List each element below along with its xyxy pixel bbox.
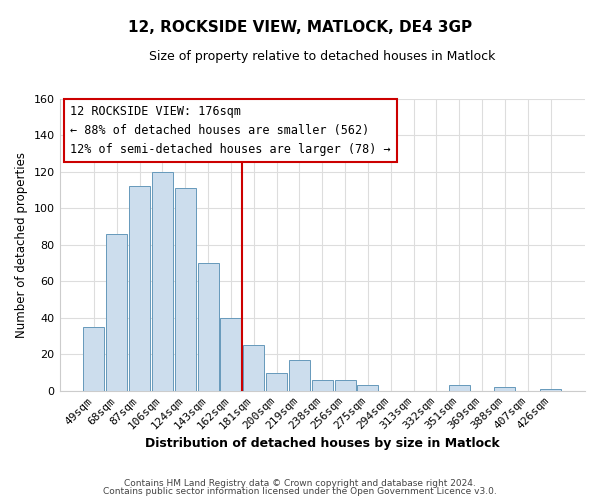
- Title: Size of property relative to detached houses in Matlock: Size of property relative to detached ho…: [149, 50, 496, 63]
- Bar: [129, 186, 150, 391]
- Bar: [289, 360, 310, 391]
- Bar: [152, 172, 173, 391]
- Bar: [220, 318, 241, 391]
- Bar: [335, 380, 356, 391]
- Bar: [83, 327, 104, 391]
- Bar: [175, 188, 196, 391]
- Bar: [540, 389, 561, 391]
- Bar: [312, 380, 333, 391]
- Bar: [243, 346, 264, 391]
- Text: Contains public sector information licensed under the Open Government Licence v3: Contains public sector information licen…: [103, 487, 497, 496]
- Bar: [197, 263, 218, 391]
- Bar: [106, 234, 127, 391]
- Y-axis label: Number of detached properties: Number of detached properties: [15, 152, 28, 338]
- Bar: [449, 386, 470, 391]
- Bar: [358, 386, 379, 391]
- Text: 12 ROCKSIDE VIEW: 176sqm
← 88% of detached houses are smaller (562)
12% of semi-: 12 ROCKSIDE VIEW: 176sqm ← 88% of detach…: [70, 104, 391, 156]
- X-axis label: Distribution of detached houses by size in Matlock: Distribution of detached houses by size …: [145, 437, 500, 450]
- Text: Contains HM Land Registry data © Crown copyright and database right 2024.: Contains HM Land Registry data © Crown c…: [124, 478, 476, 488]
- Bar: [494, 387, 515, 391]
- Text: 12, ROCKSIDE VIEW, MATLOCK, DE4 3GP: 12, ROCKSIDE VIEW, MATLOCK, DE4 3GP: [128, 20, 472, 35]
- Bar: [266, 372, 287, 391]
